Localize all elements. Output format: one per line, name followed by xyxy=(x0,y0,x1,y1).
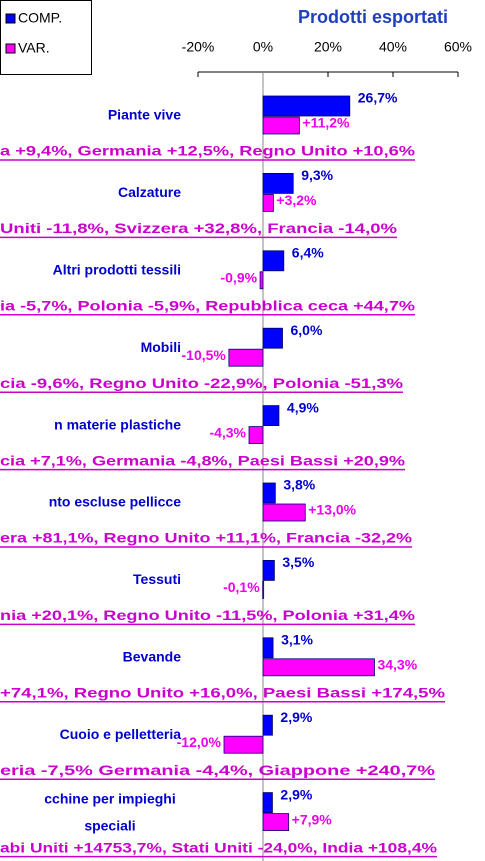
bar xyxy=(228,348,264,367)
data-label: 2,9% xyxy=(280,786,312,802)
data-label: 2,9% xyxy=(280,709,312,725)
bar xyxy=(262,116,300,135)
data-label: +7,9% xyxy=(292,811,333,827)
data-label: 3,8% xyxy=(283,477,315,493)
data-label: -4,3% xyxy=(209,424,246,440)
legend-label: COMP. xyxy=(18,10,62,26)
bar xyxy=(262,792,273,813)
category-label: Cuoio e pelletteria xyxy=(60,726,182,742)
bar xyxy=(262,637,274,659)
legend-swatch xyxy=(5,13,16,24)
bar xyxy=(262,405,280,427)
category-label: Bevande xyxy=(123,649,182,665)
legend-label: VAR. xyxy=(18,40,50,56)
bar xyxy=(262,327,283,349)
chart-title: Prodotti esportati xyxy=(298,7,448,27)
annotation: nia +20,1%, Regno Unito -11,5%, Polonia … xyxy=(0,607,416,623)
data-label: 4,9% xyxy=(287,399,319,415)
data-label: +13,0% xyxy=(308,502,356,518)
annotation: ia -5,7%, Polonia -5,9%, Repubblica ceca… xyxy=(0,298,416,314)
bar xyxy=(262,714,273,736)
bar xyxy=(262,172,294,194)
bar xyxy=(223,735,264,754)
data-label: -0,1% xyxy=(223,579,260,595)
annotation: era +81,1%, Regno Unito +11,1%, Francia … xyxy=(0,530,413,546)
bar xyxy=(262,581,265,599)
bar xyxy=(262,95,351,117)
legend-swatch xyxy=(5,43,16,54)
category-label: n materie plastiche xyxy=(54,416,181,432)
data-label: 6,0% xyxy=(291,322,323,338)
category-label: Piante vive xyxy=(108,107,181,123)
bar xyxy=(262,250,285,272)
annotation: cia -9,6%, Regno Unito -22,9%, Polonia -… xyxy=(0,375,404,391)
data-label: 34,3% xyxy=(377,657,417,673)
x-tick-label: 20% xyxy=(314,39,342,55)
annotation: eria -7,5% Germania -4,4%, Giappone +240… xyxy=(0,762,436,778)
bar xyxy=(262,560,275,581)
bar xyxy=(262,482,276,504)
bar xyxy=(262,193,274,212)
annotation: +74,1%, Regno Unito +16,0%, Paesi Bassi … xyxy=(0,685,446,701)
category-label: nto escluse pellicce xyxy=(49,494,181,510)
annotation: cia +7,1%, Germania -4,8%, Paesi Bassi +… xyxy=(0,452,406,468)
annotation: Uniti -11,8%, Svizzera +32,8%, Francia -… xyxy=(0,220,398,236)
category-label: Calzature xyxy=(118,184,181,200)
data-label: 26,7% xyxy=(358,90,398,106)
bar xyxy=(262,503,306,522)
category-label: cchine per impieghi speciali xyxy=(44,790,175,833)
legend-box xyxy=(0,0,92,75)
annotation: a +9,4%, Germania +12,5%, Regno Unito +1… xyxy=(0,143,416,159)
data-label: 9,3% xyxy=(301,167,333,183)
category-label: Tessuti xyxy=(133,571,181,587)
data-label: 3,5% xyxy=(282,554,314,570)
data-label: -0,9% xyxy=(220,270,257,286)
x-tick-label: 0% xyxy=(253,39,273,55)
x-tick-label: -20% xyxy=(182,39,215,55)
data-label: -12,0% xyxy=(177,734,222,750)
bar xyxy=(262,813,290,831)
bar xyxy=(262,658,375,677)
category-label: Mobili xyxy=(141,339,181,355)
x-tick-label: 60% xyxy=(444,39,472,55)
x-tick-label: 40% xyxy=(379,39,407,55)
data-label: +11,2% xyxy=(302,115,350,131)
annotation: abi Uniti +14753,7%, Stati Uniti -24,0%,… xyxy=(0,839,438,855)
data-label: -10,5% xyxy=(182,347,227,363)
data-label: 6,4% xyxy=(292,245,324,261)
bar xyxy=(248,426,264,445)
bar xyxy=(259,271,264,290)
data-label: 3,1% xyxy=(281,632,313,648)
data-label: +3,2% xyxy=(276,192,317,208)
category-label: Altri prodotti tessili xyxy=(53,262,181,278)
